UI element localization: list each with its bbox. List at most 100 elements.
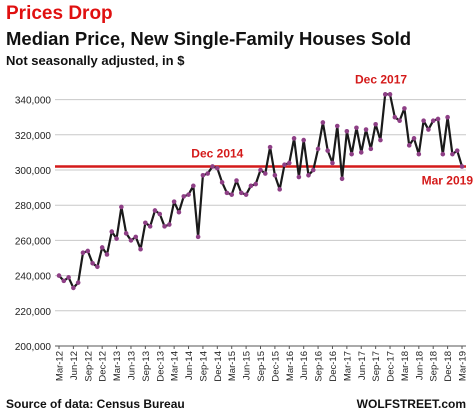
data-point [416,151,422,157]
x-tick-label: Sep-13 [141,351,152,382]
data-point [450,151,455,157]
y-tick-label: 340,000 [15,96,52,107]
x-tick-label: Mar-13 [112,351,123,381]
data-point [85,248,91,254]
data-point [95,264,100,270]
data-point [253,181,259,187]
x-tick-label: Mar-19 [458,351,469,381]
data-point [373,121,378,127]
brand-label: WOLFSTREET.com [356,397,466,411]
data-point [171,199,177,204]
data-point [56,273,62,278]
data-point [215,165,220,171]
annotation-label: Mar 2019 [422,173,474,187]
x-tick-label: Jun-12 [69,351,80,380]
data-point [325,148,330,153]
data-point [224,190,230,196]
data-point [344,128,350,134]
x-tick-label: Jun-14 [184,351,195,380]
data-point [133,234,139,240]
data-point [445,114,450,120]
x-tick-label: Mar-14 [170,351,181,381]
data-point [411,136,417,141]
data-point [330,160,335,166]
y-tick-label: 240,000 [15,272,52,283]
data-point [195,234,201,240]
data-point [258,167,263,173]
data-point [291,136,297,141]
data-point [282,162,287,168]
data-point [262,171,268,176]
x-tick-label: Dec-12 [98,351,109,382]
data-point [301,137,306,143]
data-point [181,194,187,199]
x-tick-label: Dec-18 [443,351,454,382]
data-point [296,174,302,180]
x-tick-label: Jun-17 [357,351,368,380]
annotations: Dec 2014 Dec 2017 Mar 2019 [191,72,473,187]
x-tick-label: Jun-15 [242,351,253,380]
x-tick-label: Jun-13 [126,351,137,380]
data-point [349,151,354,157]
data-point [128,238,134,243]
chart-subtitle: Not seasonally adjusted, in $ [6,53,185,68]
data-point [267,144,273,150]
data-point [157,211,163,217]
data-point [334,123,340,129]
x-tick-label: Mar-17 [342,351,353,381]
data-point [382,92,388,97]
data-point [248,183,254,189]
data-point [358,150,364,155]
data-point [75,280,81,285]
x-tick-label: Dec-13 [155,351,166,382]
x-tick-label: Sep-17 [371,351,382,382]
data-point [167,222,172,227]
data-point [210,164,215,169]
annotation-label: Dec 2017 [355,72,407,86]
data-point [219,180,225,185]
data-point [315,146,321,152]
data-point [66,275,71,280]
data-point [119,204,124,210]
data-point [143,220,148,226]
data-point [426,127,431,132]
x-tick-label: Sep-18 [429,351,440,382]
annotation-label: Dec 2014 [191,146,243,160]
chart-kicker: Prices Drop [6,3,113,24]
data-point [205,171,211,176]
data-point [339,176,345,182]
data-point [363,127,369,132]
data-point [71,285,76,291]
data-point [378,137,383,143]
data-point [239,190,244,196]
x-tick-label: Mar-16 [285,351,296,381]
y-tick-label: 260,000 [15,236,52,247]
x-tick-label: Mar-15 [227,351,238,381]
y-tick-label: 220,000 [15,307,52,318]
data-point [109,229,115,234]
x-tick-label: Dec-14 [213,351,224,382]
y-tick-label: 320,000 [15,131,52,142]
source-note: Source of data: Census Bureau [6,397,185,411]
data-point [61,278,67,284]
data-point [200,172,206,178]
series-line [58,93,464,289]
data-point [90,260,95,266]
y-tick-label: 280,000 [15,201,52,212]
data-point [152,208,158,213]
y-tick-label: 200,000 [15,342,52,353]
x-tick-label: Sep-15 [256,351,267,382]
data-point [80,250,86,256]
series-layer [56,92,465,291]
gridlines [55,99,466,347]
data-point [272,172,278,178]
data-point [435,116,441,122]
data-point [440,151,446,157]
data-point [310,167,316,173]
data-point [99,245,105,250]
data-point [234,178,239,183]
data-point [104,252,110,257]
data-point [368,146,374,152]
data-point [123,231,129,236]
